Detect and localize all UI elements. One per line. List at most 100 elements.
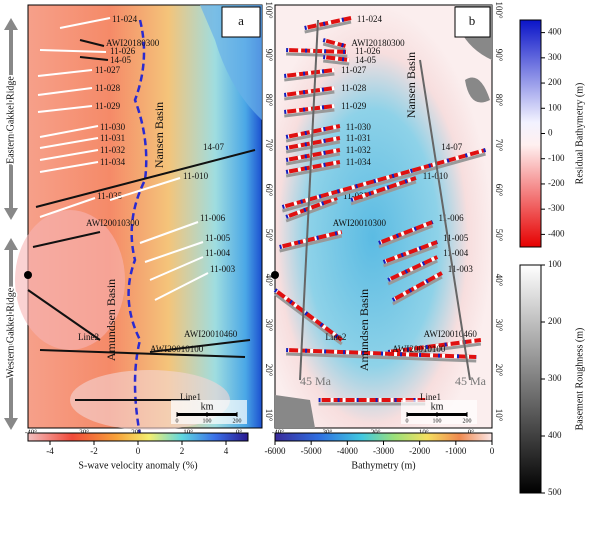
colorbar-label: Residual Bathymetry (m) <box>574 83 585 185</box>
profile-label: 11-024 <box>112 14 138 24</box>
profile-label: 11-029 <box>95 101 121 111</box>
scale-unit: km <box>201 401 214 412</box>
ridge-label: Eastern Gakkel Ridge <box>5 76 16 164</box>
colorbar-tick-label: 400 <box>548 27 562 37</box>
profile-bar <box>285 136 341 150</box>
profile-bar <box>286 348 477 359</box>
profile-bar <box>382 240 438 264</box>
profile-label: 14-07 <box>441 142 462 152</box>
profile-label: 14-05 <box>355 55 376 65</box>
land <box>275 395 315 428</box>
profile-line <box>109 177 181 201</box>
profile-shadow <box>304 20 352 34</box>
colorbar-label: S-wave velocity anomaly (%) <box>78 460 197 471</box>
scale-bg <box>171 400 247 424</box>
profile-bar <box>391 271 443 302</box>
ridge-point <box>24 271 32 279</box>
profile-label: AWI20180300 <box>106 38 160 48</box>
profile-bar <box>285 148 341 162</box>
lat-label: 20° <box>264 364 274 377</box>
profile-label: 11-010 <box>423 171 449 181</box>
basin-label: Nansen Basin <box>152 102 166 168</box>
letter-box <box>221 6 261 38</box>
lat-label: 40° <box>494 274 504 287</box>
profile-shadow <box>285 200 338 223</box>
colorbar <box>27 432 249 442</box>
basin-label: Nansen Basin <box>404 52 418 118</box>
profile-shadow <box>382 244 438 268</box>
profile-shadow <box>285 140 341 154</box>
scale-tick-label: 0 <box>406 418 409 424</box>
profile-line <box>32 231 101 248</box>
profile-shadow <box>284 90 335 101</box>
profile-label: AWI20180300 <box>351 38 405 48</box>
profile-label: 11-006 <box>439 213 465 223</box>
profile-shadow <box>322 42 346 52</box>
profile-line <box>139 221 199 244</box>
profile-line <box>149 339 251 353</box>
profile-label: 11-030 <box>346 122 372 132</box>
profile-label: 11-034 <box>100 157 126 167</box>
profile-label: Line1 <box>180 392 201 402</box>
profile-line <box>154 272 209 301</box>
age-label: 45 Ma <box>455 374 487 388</box>
lat-label: 50° <box>494 229 504 242</box>
colorbar-tick-label: -4 <box>46 446 54 456</box>
colorbar <box>274 432 493 442</box>
colorbar-label: Basement Roughness (m) <box>574 328 585 431</box>
profile-shadow <box>284 72 335 82</box>
colorbar-tick-label: 300 <box>548 52 562 62</box>
lat-label: 20° <box>494 364 504 377</box>
profile-label: 11-027 <box>95 65 121 75</box>
lat-label: 60° <box>264 184 274 197</box>
profile-label: Line2 <box>325 332 346 342</box>
colorbar-tick-label: 200 <box>548 316 562 326</box>
profile-label: 11-032 <box>346 145 371 155</box>
scale-bg <box>401 400 477 424</box>
profile-shadow <box>274 292 343 346</box>
lat-label: 10° <box>264 409 274 422</box>
colorbar-tick-label: -200 <box>548 178 565 188</box>
lat-label: 70° <box>494 139 504 152</box>
profile-line <box>37 69 93 77</box>
lat-label: 30° <box>494 319 504 332</box>
profile-line <box>79 39 105 47</box>
track <box>419 59 471 381</box>
profile-label: 11-031 <box>100 133 125 143</box>
colorbar-tick-label: -2 <box>90 446 98 456</box>
profile-label: 11-032 <box>100 145 125 155</box>
profile-label: 11-026 <box>110 46 136 56</box>
profile-label: AWI20010300 <box>333 218 387 228</box>
profile-bar <box>350 176 417 202</box>
colorbar-tick-label: 0 <box>490 446 495 456</box>
profile-label: Line2 <box>78 332 99 342</box>
colorbar-tick-label: -4000 <box>337 446 358 456</box>
profile-line <box>144 241 204 263</box>
profile-label: AWI20010460 <box>184 329 238 339</box>
colorbar <box>519 19 542 248</box>
profile-bar <box>387 338 482 354</box>
profile-bar <box>284 104 335 114</box>
lat-label: 80° <box>494 94 504 107</box>
profile-line <box>39 197 96 218</box>
profile-line <box>35 149 256 208</box>
colorbar-tick-label: 300 <box>548 373 562 383</box>
colorbar-tick-label: 200 <box>548 77 562 87</box>
colorbar-tick-label: -3000 <box>373 446 394 456</box>
profile-line <box>39 161 99 173</box>
profile-bar <box>285 196 338 219</box>
profile-bar <box>281 148 487 209</box>
profile-label: 11-027 <box>341 65 367 75</box>
panel-letter: b <box>469 13 476 28</box>
ridge-axis <box>127 19 148 436</box>
profile-label: 11-035 <box>97 191 123 201</box>
scale-tick-label: 100 <box>203 418 212 424</box>
lat-label: 100° <box>264 1 274 19</box>
colorbar-tick-label: -5000 <box>301 446 322 456</box>
profile-bar <box>322 38 346 48</box>
profile-shadow <box>285 164 341 178</box>
scale-unit: km <box>431 401 444 412</box>
letter-box <box>454 6 491 38</box>
colorbar-tick-label: 0 <box>136 446 141 456</box>
